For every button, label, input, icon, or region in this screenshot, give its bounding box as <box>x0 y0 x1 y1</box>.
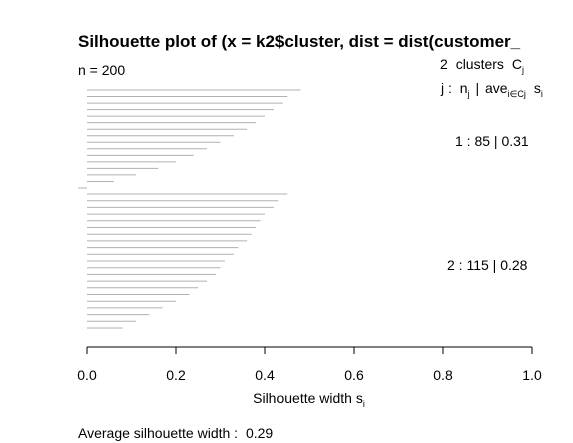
cluster-1-summary: 1 : 85 | 0.31 <box>455 133 529 149</box>
cluster-2-summary: 2 : 115 | 0.28 <box>447 257 528 273</box>
clusters-header: 2 clusters Cj <box>440 56 524 75</box>
n-label: n = 200 <box>78 62 125 78</box>
x-tick-label: 0.8 <box>433 367 453 383</box>
clusters-header-text: 2 clusters Cj <box>440 56 524 75</box>
chart-title: Silhouette plot of (x = k2$cluster, dist… <box>78 32 521 51</box>
x-tick-label: 0.0 <box>77 367 97 383</box>
x-tick-label: 1.0 <box>522 367 542 383</box>
column-header: j : nj | avei∈Cj si <box>440 80 543 100</box>
silhouette-bars <box>78 89 301 329</box>
x-axis-label: Silhouette width si <box>253 390 365 409</box>
x-tick-label: 0.2 <box>166 367 186 383</box>
column-header-text: j : nj | avei∈Cj si <box>440 80 543 100</box>
x-axis: 0.0 0.2 0.4 0.6 0.8 1.0 <box>77 346 542 383</box>
x-tick-label: 0.6 <box>344 367 364 383</box>
x-tick-label: 0.4 <box>255 367 275 383</box>
average-silhouette-text: Average silhouette width : 0.29 <box>78 425 273 441</box>
